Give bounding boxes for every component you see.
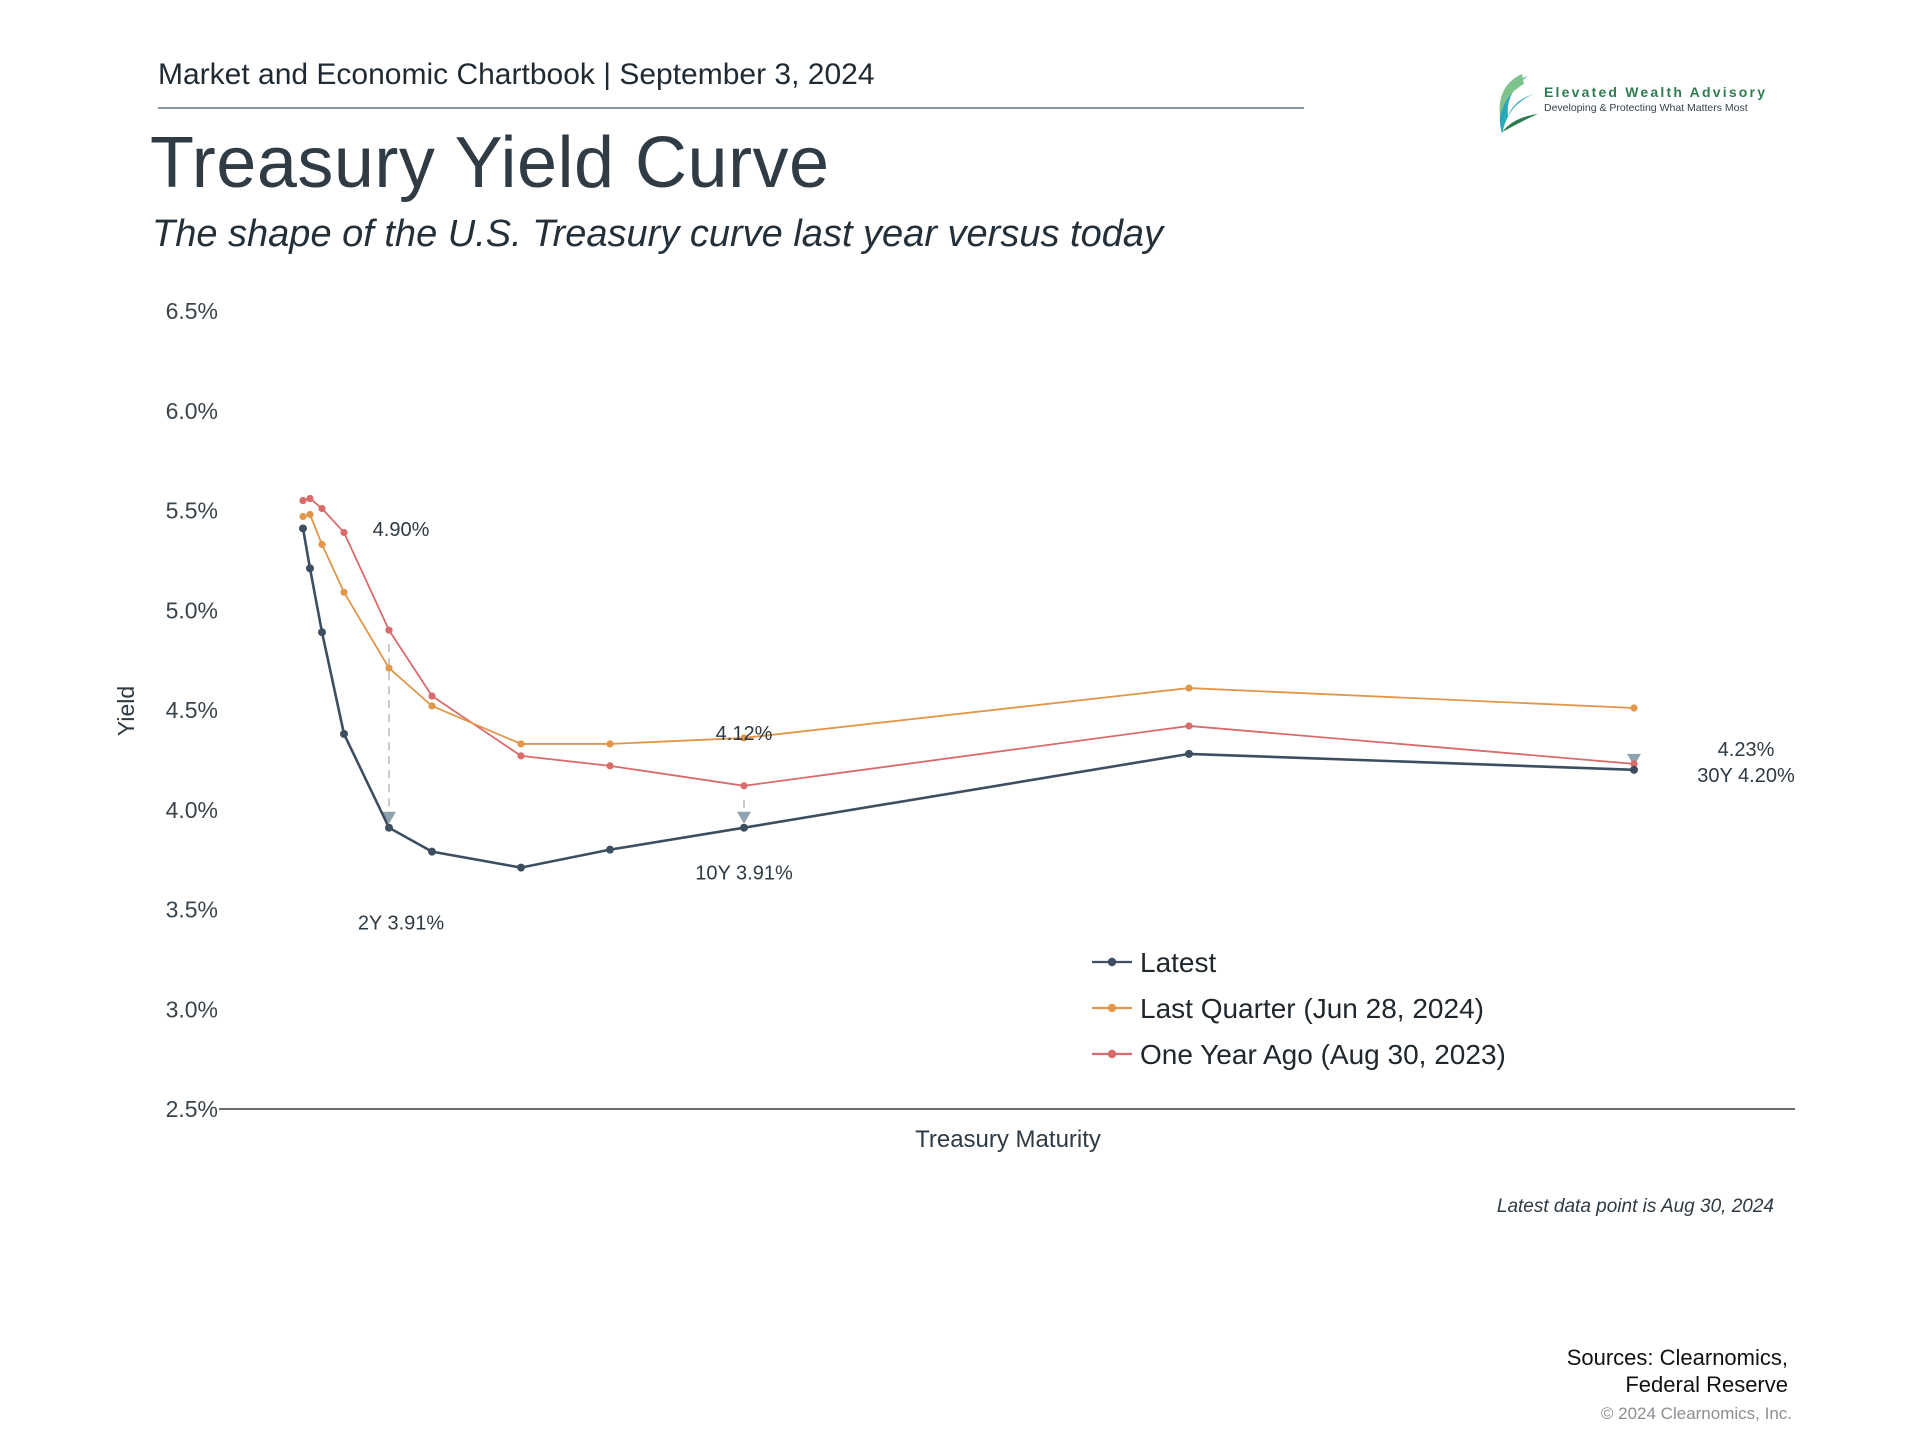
data-point	[299, 512, 307, 521]
data-annotation: 4.90%	[373, 519, 430, 541]
data-point	[1185, 684, 1193, 692]
y-tick-label: 4.5%	[166, 697, 218, 723]
data-point	[1185, 749, 1193, 758]
copyright-text: © 2024 Clearnomics, Inc.	[1600, 1404, 1792, 1423]
header-text: Market and Economic Chartbook | Septembe…	[158, 58, 875, 91]
data-point	[517, 863, 525, 872]
page-subtitle: The shape of the U.S. Treasury curve las…	[152, 213, 1163, 255]
legend-label: Last Quarter (Jun 28, 2024)	[1140, 993, 1484, 1024]
legend-swatch-point	[1107, 1003, 1117, 1013]
data-annotation: 30Y 4.20%	[1697, 765, 1795, 787]
change-arrow	[737, 811, 751, 824]
series-line	[302, 513, 1635, 745]
data-point	[385, 823, 393, 832]
data-point	[1630, 765, 1638, 774]
data-point	[1630, 704, 1638, 712]
data-point	[740, 823, 748, 832]
company-logo: Elevated Wealth Advisory Developing & Pr…	[1488, 72, 1788, 136]
data-point	[385, 664, 393, 672]
logo-leaf-icon	[1499, 74, 1538, 134]
data-point	[606, 740, 614, 748]
data-point	[740, 734, 748, 742]
data-annotation: 4.23%	[1718, 739, 1775, 761]
change-arrow	[1627, 753, 1641, 766]
data-annotation: 10Y 3.91%	[695, 863, 793, 885]
data-point	[306, 564, 314, 573]
data-point	[299, 496, 307, 505]
data-point	[606, 762, 614, 770]
data-point	[340, 528, 348, 537]
data-point	[306, 494, 314, 503]
data-point	[428, 702, 436, 710]
legend-label: Latest	[1140, 947, 1216, 978]
data-point	[299, 524, 307, 533]
y-tick-label: 6.0%	[166, 398, 218, 424]
data-point	[318, 628, 326, 637]
data-point	[340, 588, 348, 596]
sources-line-2: Federal Reserve	[1625, 1372, 1788, 1397]
data-point	[385, 626, 393, 634]
data-point	[1185, 722, 1193, 730]
series-line	[302, 497, 1635, 787]
logo-tagline: Developing & Protecting What Matters Mos…	[1544, 102, 1748, 114]
y-axis-label: Yield	[113, 686, 139, 736]
data-point	[318, 540, 326, 549]
logo-name: Elevated Wealth Advisory	[1544, 84, 1768, 100]
legend-swatch-point	[1107, 957, 1117, 967]
y-tick-label: 4.0%	[166, 797, 218, 823]
sources-line-1: Sources: Clearnomics,	[1566, 1345, 1788, 1370]
y-tick-label: 3.5%	[166, 897, 218, 923]
data-point	[306, 510, 314, 519]
data-point	[340, 729, 348, 738]
data-point	[517, 740, 525, 748]
series-line	[301, 528, 1635, 869]
header-divider	[158, 107, 1304, 109]
data-point	[740, 782, 748, 790]
legend-label: One Year Ago (Aug 30, 2023)	[1140, 1039, 1506, 1070]
data-point	[606, 845, 614, 854]
y-tick-label: 2.5%	[166, 1096, 218, 1122]
data-point	[428, 692, 436, 700]
x-axis-label: Treasury Maturity	[915, 1126, 1101, 1153]
data-point	[517, 752, 525, 760]
legend-swatch-point	[1107, 1049, 1117, 1059]
data-point	[428, 847, 436, 856]
y-tick-label: 5.0%	[166, 597, 218, 623]
page-title: Treasury Yield Curve	[150, 123, 830, 203]
change-arrow	[382, 811, 396, 824]
sources-text: Sources: Clearnomics, Federal Reserve	[1567, 1344, 1788, 1398]
y-tick-label: 6.5%	[166, 298, 218, 324]
latest-data-note: Latest data point is Aug 30, 2024	[1496, 1196, 1774, 1217]
y-tick-label: 3.0%	[166, 996, 218, 1022]
data-annotation: 2Y 3.91%	[358, 913, 445, 935]
data-point	[318, 504, 326, 513]
data-point	[1630, 760, 1638, 768]
data-annotation: 4.12%	[716, 723, 773, 745]
y-tick-label: 5.5%	[166, 498, 218, 524]
